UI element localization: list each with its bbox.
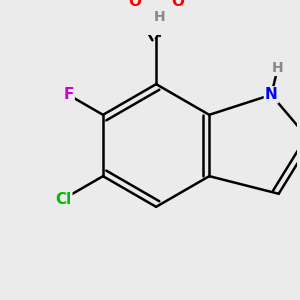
Text: H: H (153, 10, 165, 24)
Text: O: O (171, 0, 184, 9)
Text: H: H (272, 61, 284, 75)
Text: Cl: Cl (55, 192, 71, 207)
Text: N: N (265, 87, 278, 102)
Text: O: O (128, 0, 141, 9)
Text: F: F (63, 87, 74, 102)
